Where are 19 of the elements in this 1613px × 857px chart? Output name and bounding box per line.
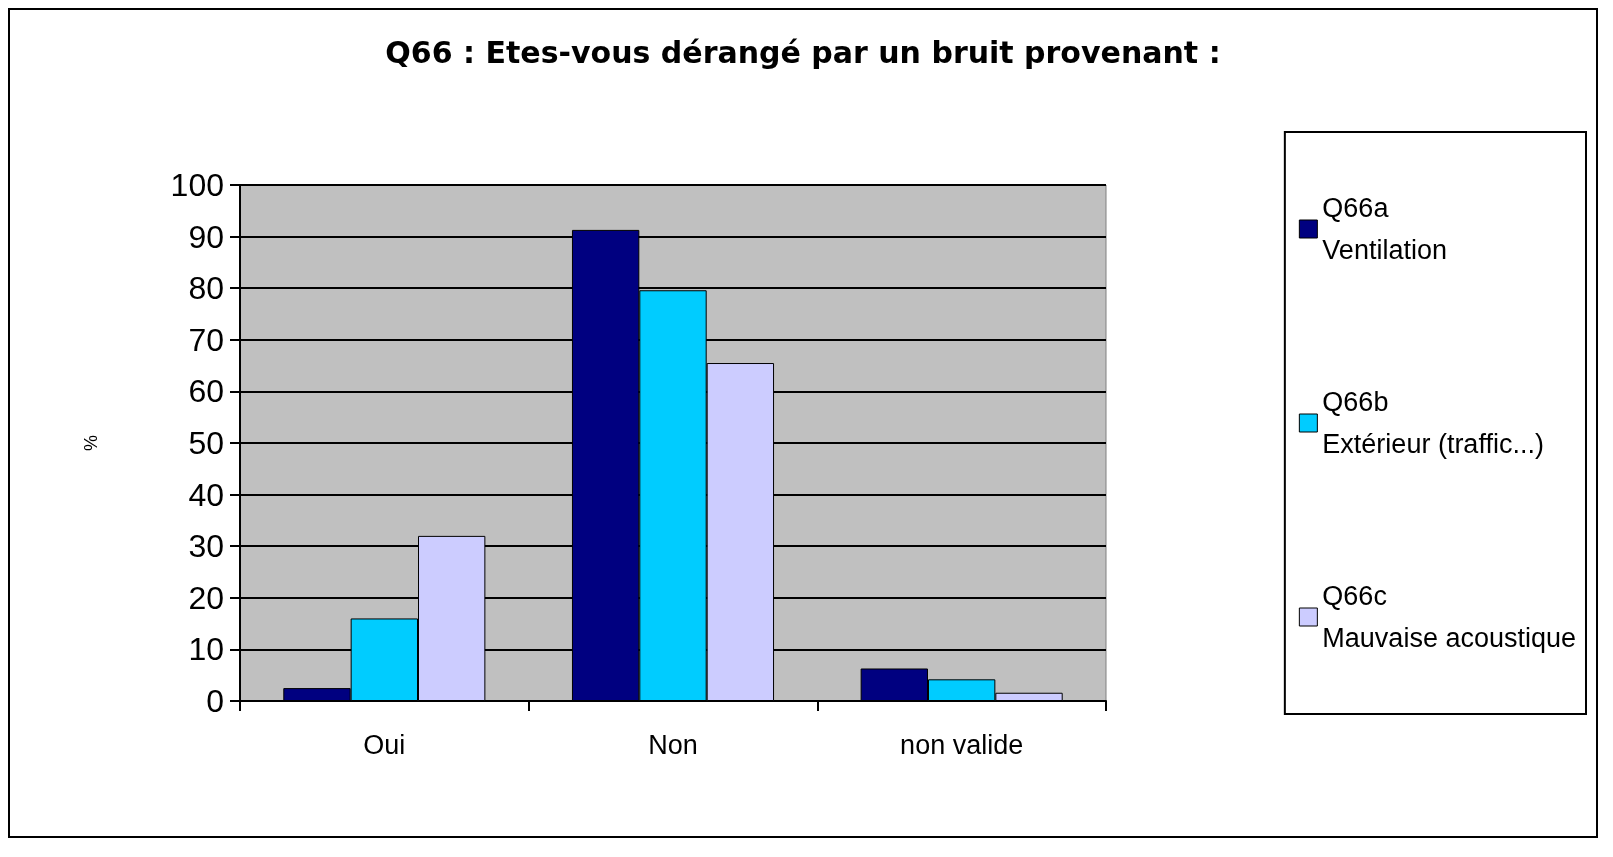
y-tick-label: 80: [188, 270, 224, 307]
x-tick-label: non valide: [900, 729, 1024, 760]
y-tick-label: 50: [188, 425, 224, 461]
y-tick-label: 90: [188, 218, 224, 255]
y-tick-label: 20: [188, 579, 224, 616]
legend-label: Q66a Ventilation: [1322, 193, 1447, 265]
y-tick-label: 0: [206, 683, 224, 719]
y-tick-label: 40: [188, 476, 224, 513]
y-tick-label: 10: [188, 631, 224, 668]
y-axis-title: %: [81, 434, 101, 452]
y-tick-label: 70: [188, 321, 224, 358]
x-tick-label: Oui: [363, 729, 406, 760]
legend-label: Q66b Extérieur (traffic...): [1322, 387, 1544, 459]
chart-title: Q66 : Etes-vous dérangé par un bruit provenant :: [385, 34, 1221, 70]
x-tick-label: Non: [648, 729, 698, 760]
y-tick-label: 100: [170, 167, 224, 203]
y-tick-label: 60: [188, 373, 224, 410]
y-tick-label: 30: [188, 528, 224, 565]
legend-label: Q66c Mauvaise acoustique: [1322, 581, 1576, 653]
